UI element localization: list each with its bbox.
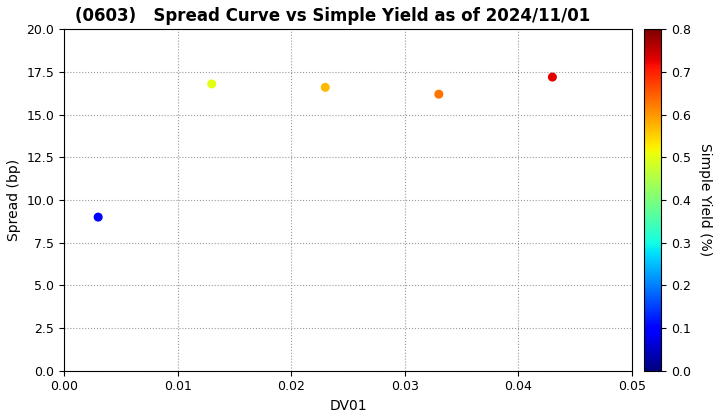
Text: (0603)   Spread Curve vs Simple Yield as of 2024/11/01: (0603) Spread Curve vs Simple Yield as o… bbox=[76, 7, 590, 25]
Y-axis label: Simple Yield (%): Simple Yield (%) bbox=[698, 144, 711, 257]
Point bbox=[546, 74, 558, 81]
Point bbox=[92, 214, 104, 220]
X-axis label: DV01: DV01 bbox=[329, 399, 366, 413]
Point bbox=[206, 81, 217, 87]
Y-axis label: Spread (bp): Spread (bp) bbox=[7, 159, 21, 241]
Point bbox=[320, 84, 331, 91]
Point bbox=[433, 91, 444, 97]
